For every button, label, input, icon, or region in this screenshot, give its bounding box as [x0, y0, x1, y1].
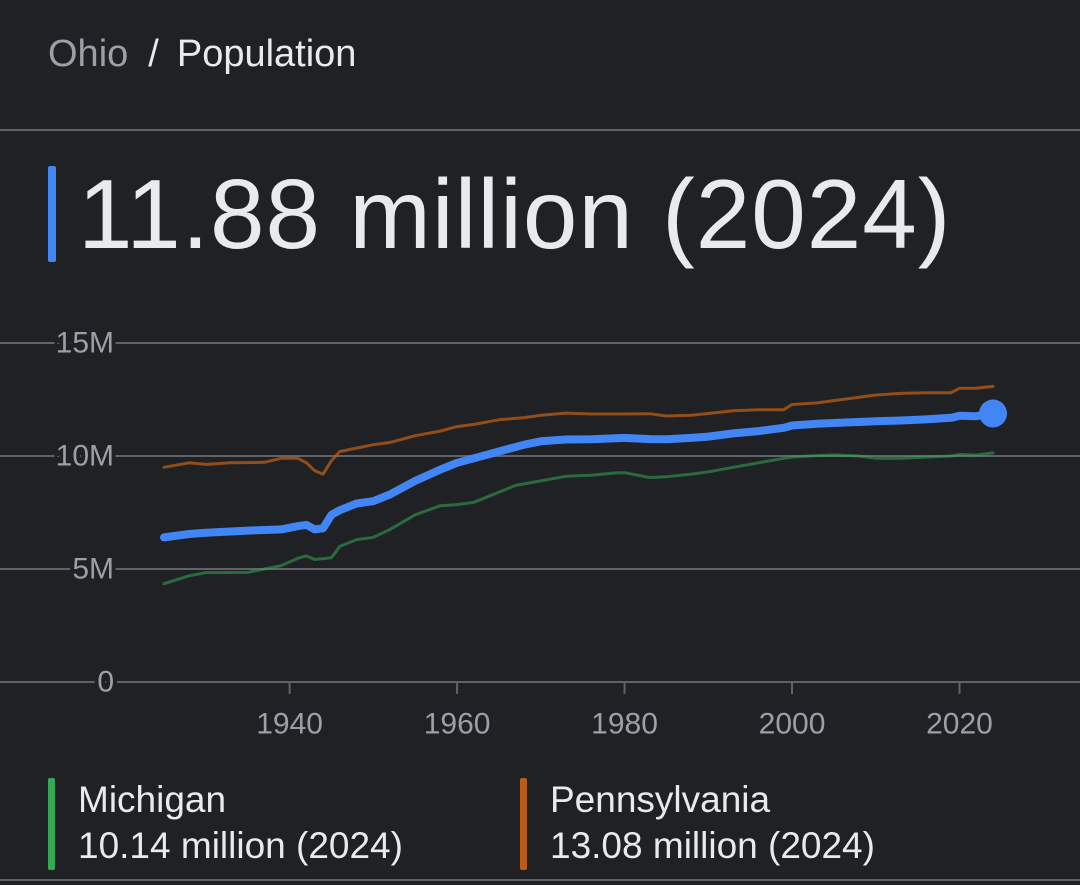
headline-color-bar: [48, 166, 56, 262]
population-chart[interactable]: 0 5M 10M 15M 1940 1960 1980 2000 2020: [0, 300, 1080, 745]
x-tick-label-2000: 2000: [759, 708, 826, 741]
y-tick-label-15M: 15M: [56, 327, 114, 360]
legend-value-michigan: 10.14 million (2024): [78, 825, 403, 866]
breadcrumb-separator: /: [148, 33, 159, 75]
y-tick-label-10M: 10M: [56, 440, 114, 473]
series-line-pennsylvania: [162, 384, 995, 476]
y-tick-label-5M: 5M: [72, 553, 114, 586]
legend-value-pennsylvania: 13.08 million (2024): [550, 825, 875, 866]
x-tick-label-2020: 2020: [926, 708, 993, 741]
headline-value: 11.88 million (2024): [78, 159, 952, 269]
series-line-ohio: [160, 409, 997, 542]
x-tick-label-1980: 1980: [591, 708, 658, 741]
breadcrumb-population: Population: [176, 33, 357, 75]
y-tick-label-0: 0: [97, 666, 114, 699]
highlight-point-ohio-2024: [979, 399, 1007, 428]
series-line-michigan: [162, 451, 995, 586]
legend-name-michigan: Michigan: [78, 779, 227, 820]
x-tick-label-1940: 1940: [256, 708, 323, 741]
legend-name-pennsylvania: Pennsylvania: [550, 779, 771, 820]
headline: 11.88 million (2024): [48, 160, 951, 268]
breadcrumb-ohio[interactable]: Ohio: [48, 33, 129, 75]
legend-swatch-michigan: [48, 778, 55, 870]
legend-swatch-pennsylvania: [520, 778, 527, 870]
x-tick-label-1960: 1960: [424, 708, 491, 741]
top-divider: [0, 129, 1080, 131]
breadcrumb: Ohio / Population: [48, 30, 356, 78]
bottom-divider: [0, 879, 1080, 881]
